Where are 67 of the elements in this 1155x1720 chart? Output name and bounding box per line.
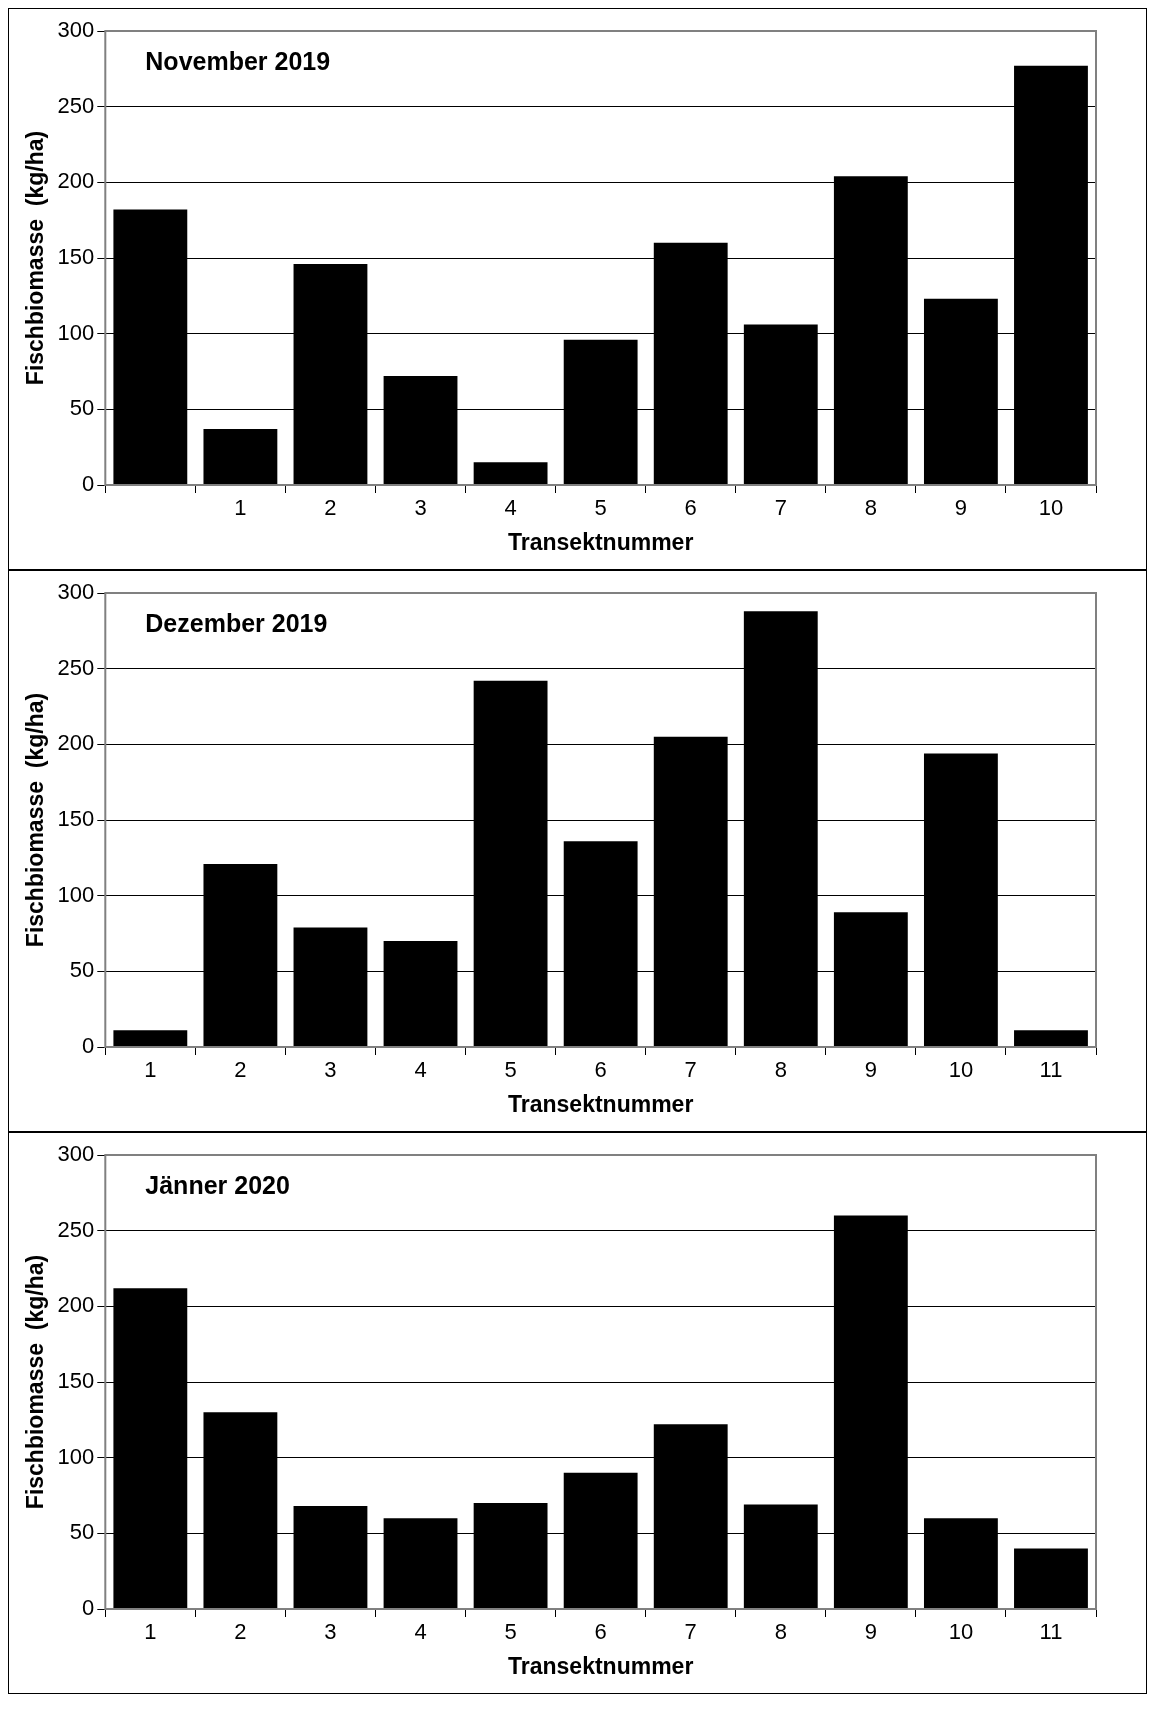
- x-tick-label: 10: [948, 1057, 974, 1083]
- y-axis-title: Fischbiomasse (kg/ha): [22, 692, 49, 948]
- x-tick-label: 11: [1039, 1619, 1063, 1645]
- x-axis-title: Transektnummer: [507, 528, 694, 555]
- x-tick-label: 6: [684, 495, 697, 521]
- bar: [473, 462, 548, 485]
- x-tick-label: 8: [774, 1057, 787, 1083]
- y-tick-label: 0: [82, 471, 95, 497]
- x-tick-label: 4: [414, 1057, 427, 1083]
- y-tick-label: 50: [69, 395, 95, 421]
- text: November 2019: [145, 46, 331, 75]
- x-tick-label: 10: [948, 1619, 974, 1645]
- y-tick-label: 150: [57, 806, 95, 832]
- x-tick-label: 8: [864, 495, 877, 521]
- x-tick-label: 7: [774, 495, 787, 521]
- y-tick-label: 100: [57, 1443, 95, 1469]
- x-tick-label: 2: [234, 1057, 247, 1083]
- text: Jänner 2020: [145, 1170, 290, 1199]
- y-tick-label: 0: [82, 1033, 95, 1059]
- x-tick-label: 2: [324, 495, 337, 521]
- x-tick-label: 11: [1039, 1057, 1063, 1083]
- x-axis-title: Transektnummer: [507, 1090, 694, 1117]
- x-tick-label: 8: [774, 1619, 787, 1645]
- y-tick-label: 250: [57, 654, 95, 680]
- y-tick-label: 0: [82, 1595, 95, 1621]
- y-tick-label: 50: [69, 1519, 95, 1545]
- y-tick-label: 300: [57, 1141, 95, 1167]
- x-tick-label: 4: [504, 495, 517, 521]
- y-tick-label: 150: [57, 1368, 95, 1394]
- bar: [1014, 1548, 1088, 1609]
- x-tick-label: 1: [234, 495, 247, 521]
- x-tick-label: 6: [594, 1619, 607, 1645]
- x-tick-label: 4: [414, 1619, 427, 1645]
- y-tick-label: 150: [57, 244, 95, 270]
- x-tick-label: 9: [954, 495, 968, 521]
- bar: [1014, 1030, 1088, 1047]
- x-tick-label: 7: [684, 1057, 697, 1083]
- y-tick-label: 200: [57, 168, 95, 194]
- x-tick-label: 3: [324, 1619, 337, 1645]
- x-tick-label: 6: [594, 1057, 607, 1083]
- y-tick-label: 250: [57, 1216, 95, 1242]
- x-tick-label: 1: [144, 1619, 157, 1645]
- text: Dezember 2019: [145, 608, 328, 637]
- bar: [113, 1030, 188, 1047]
- x-tick-label: 2: [234, 1619, 247, 1645]
- y-tick-label: 300: [57, 17, 95, 43]
- x-axis-title: Transektnummer: [507, 1652, 694, 1679]
- y-tick-label: 300: [57, 579, 95, 605]
- y-tick-label: 100: [57, 881, 95, 907]
- bar: [203, 429, 278, 485]
- y-axis-title: Fischbiomasse (kg/ha): [22, 130, 49, 386]
- x-tick-label: 5: [504, 1057, 517, 1083]
- y-tick-label: 50: [69, 957, 95, 983]
- x-tick-label: 7: [684, 1619, 697, 1645]
- y-tick-label: 250: [57, 92, 95, 118]
- y-axis-title: Fischbiomasse (kg/ha): [22, 1254, 49, 1510]
- x-tick-label: 5: [594, 495, 607, 521]
- x-tick-label: 10: [1038, 495, 1064, 521]
- y-tick-label: 100: [57, 319, 95, 345]
- x-tick-label: 5: [504, 1619, 517, 1645]
- x-tick-label: 1: [144, 1057, 157, 1083]
- x-tick-label: 3: [324, 1057, 337, 1083]
- x-tick-label: 3: [414, 495, 427, 521]
- y-tick-label: 200: [57, 1292, 95, 1318]
- x-tick-label: 9: [864, 1619, 877, 1645]
- x-tick-label: 9: [864, 1057, 877, 1083]
- y-tick-label: 200: [57, 730, 95, 756]
